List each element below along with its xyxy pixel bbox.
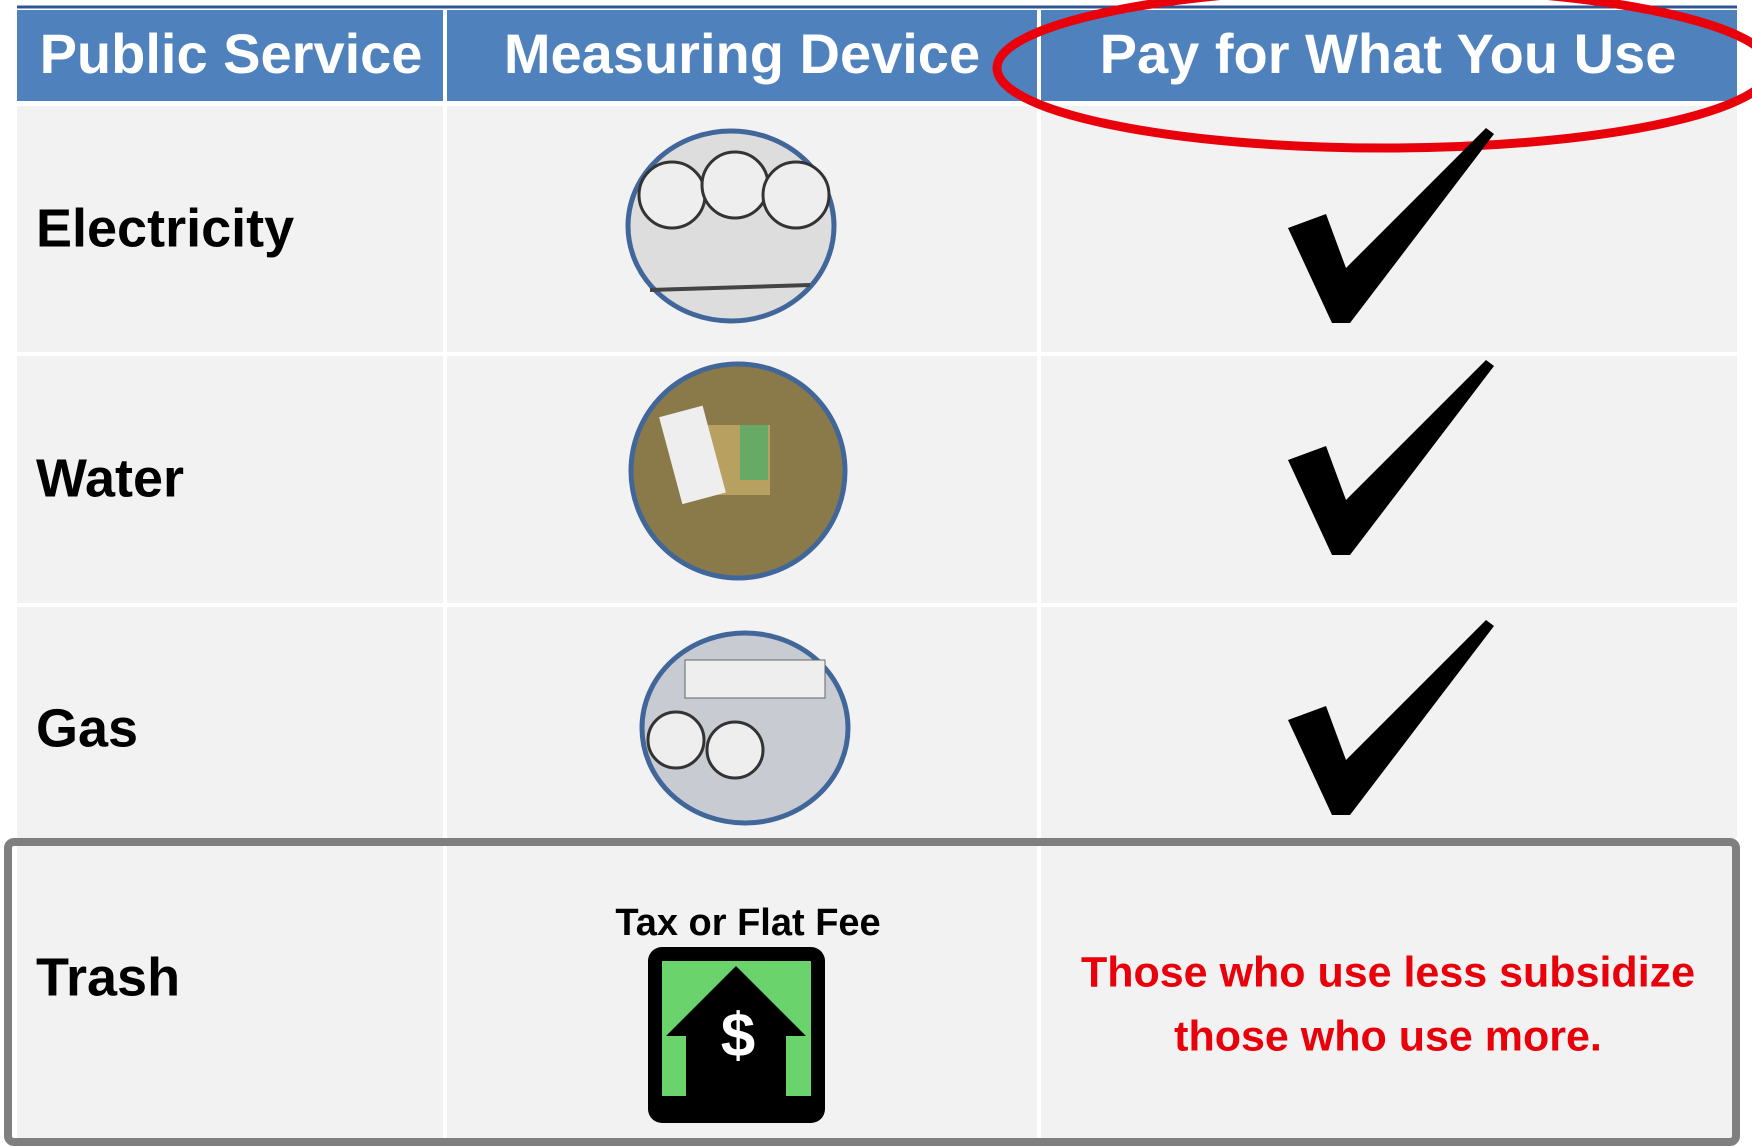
row-label: Gas (36, 698, 138, 758)
electric-meter-icon (628, 131, 834, 321)
svg-text:$: $ (721, 1001, 755, 1070)
tax-house-icon: $ (648, 947, 825, 1123)
water-meter-icon (631, 364, 845, 578)
row-label: Water (36, 448, 184, 508)
row-label: Trash (36, 947, 180, 1007)
gas-meter-icon (642, 633, 848, 823)
page: Public Service Measuring Device Pay for … (0, 0, 1752, 1147)
header-cell: Public Service (40, 22, 423, 85)
device-label: Tax or Flat Fee (615, 902, 880, 944)
note-line: Those who use less subsidize (1081, 948, 1695, 996)
header-cell: Measuring Device (504, 22, 980, 85)
header-cell: Pay for What You Use (1100, 22, 1677, 85)
row-label: Electricity (36, 198, 294, 258)
note-line: those who use more. (1174, 1012, 1602, 1060)
table-slide: Public Service Measuring Device Pay for … (0, 0, 1752, 1147)
